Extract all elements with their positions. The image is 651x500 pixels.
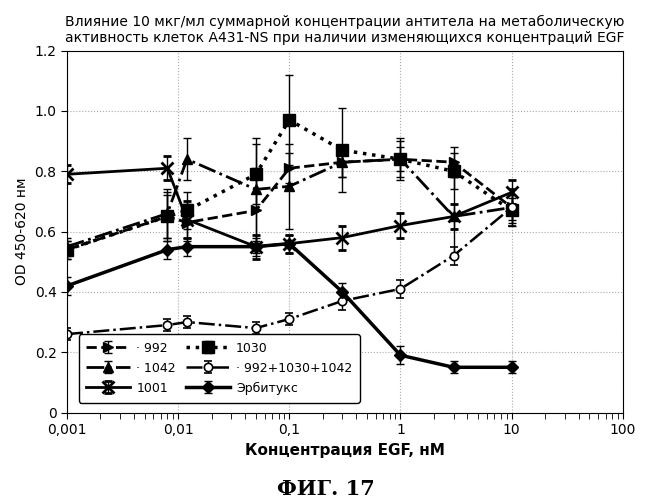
Title: Влияние 10 мкг/мл суммарной концентрации антитела на метаболическую
активность к: Влияние 10 мкг/мл суммарной концентрации… [65,15,625,46]
Text: ФИГ. 17: ФИГ. 17 [277,479,374,499]
Y-axis label: OD 450-620 нм: OD 450-620 нм [15,178,29,286]
Legend: · 992, · 1042, 1001, 1030, · 992+1030+1042, Эрбитукс: · 992, · 1042, 1001, 1030, · 992+1030+10… [79,334,359,402]
X-axis label: Концентрация EGF, нМ: Концентрация EGF, нМ [245,442,445,458]
